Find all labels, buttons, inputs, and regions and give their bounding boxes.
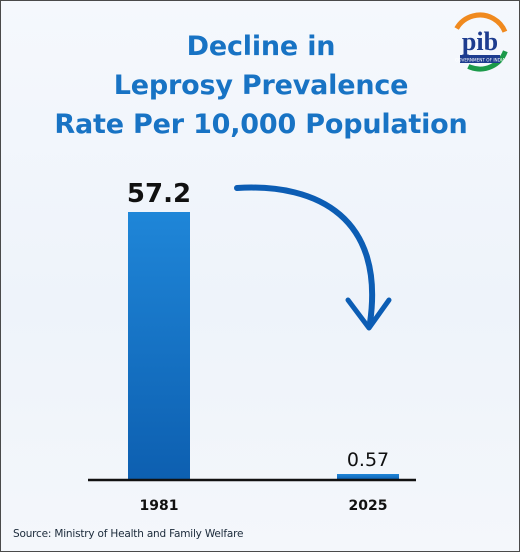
title-line-3: Rate Per 10,000 Population — [54, 109, 468, 140]
logo-subtext: GOVERNMENT OF INDIA — [455, 58, 505, 63]
bar-1981 — [128, 212, 190, 480]
decline-arrow-icon — [234, 184, 376, 326]
bar-2025 — [337, 474, 399, 480]
x-tick-label-1981: 1981 — [140, 498, 179, 514]
title-line-1: Decline in — [186, 31, 336, 62]
x-tick-label-2025: 2025 — [349, 498, 388, 514]
decline-arrow-head-icon — [345, 297, 392, 331]
data-label-1981: 57.2 — [127, 179, 191, 209]
title-line-2: Leprosy Prevalence — [113, 70, 409, 101]
data-label-2025: 0.57 — [347, 449, 389, 471]
source-note: Source: Ministry of Health and Family We… — [13, 528, 244, 540]
pib-logo-icon: pib GOVERNMENT OF INDIA — [450, 12, 510, 72]
logo-text: pib — [462, 27, 498, 56]
